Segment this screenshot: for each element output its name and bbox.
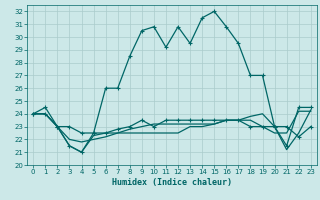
X-axis label: Humidex (Indice chaleur): Humidex (Indice chaleur) <box>112 178 232 187</box>
